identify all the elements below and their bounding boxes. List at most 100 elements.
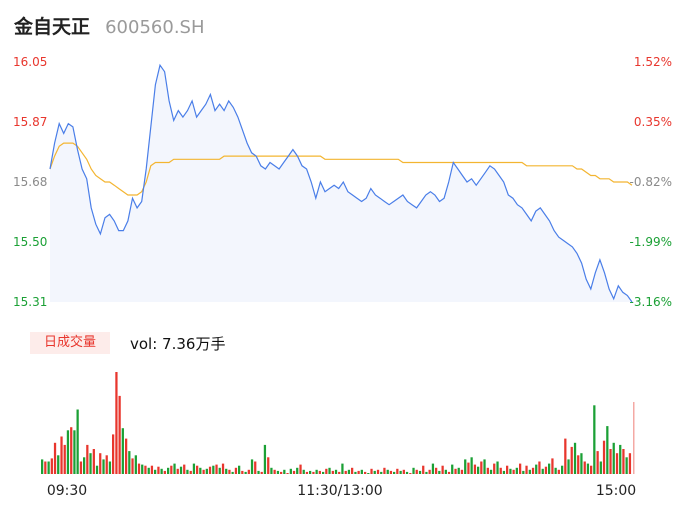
volume-bar [44, 461, 47, 474]
price-tick-label: 15.68 [13, 175, 47, 189]
volume-bar [292, 470, 296, 474]
volume-bar [92, 449, 95, 474]
volume-bar [86, 444, 89, 474]
volume-bar [561, 465, 564, 474]
volume-bar [535, 464, 538, 474]
percent-tick-label: 0.35% [634, 115, 672, 129]
volume-readout: vol: 7.36万手 [130, 335, 226, 353]
volume-bar [241, 470, 244, 474]
volume-bar [218, 467, 221, 474]
volume-bar [454, 468, 457, 474]
percent-tick-label: -0.82% [630, 175, 672, 189]
volume-bar [347, 469, 351, 474]
volume-bar [554, 467, 557, 474]
volume-bar [522, 470, 525, 474]
volume-bar [338, 471, 341, 474]
price-chart: 16.05 15.87 15.68 15.50 15.31 1.52% 0.35% -0.8… [13, 55, 672, 309]
volume-bar [83, 457, 86, 474]
volume-bar [118, 395, 121, 474]
volume-bar [515, 467, 518, 474]
price-line [49, 63, 633, 303]
volume-bar [519, 463, 522, 474]
volume-bar [263, 444, 267, 474]
volume-bar [286, 473, 289, 474]
volume-bar [415, 469, 418, 474]
volume-bar [393, 471, 396, 474]
price-axis-left: 16.05 15.87 15.68 15.50 15.31 [13, 55, 47, 309]
volume-bar [186, 469, 189, 474]
volume-bar [541, 468, 544, 474]
volume-bar [431, 463, 435, 474]
volume-bar [528, 469, 531, 474]
volume-bar [573, 442, 577, 474]
volume-bar [480, 461, 483, 474]
volume-bar [548, 463, 551, 474]
volume-bar [154, 469, 157, 474]
time-tick-label: 11:30/13:00 [297, 483, 382, 499]
volume-bar [60, 436, 63, 474]
price-tick-label: 15.50 [13, 235, 47, 249]
volume-bar [231, 471, 234, 474]
volume-bar [238, 465, 241, 474]
volume-bar [183, 464, 186, 474]
volume-bar [473, 464, 477, 474]
volume-bar [199, 467, 202, 474]
volume-bar [331, 470, 334, 474]
volume-bar [115, 372, 118, 474]
volume-bar [457, 467, 460, 474]
volume-bar [435, 467, 438, 474]
volume-bar [341, 463, 344, 474]
volume-bar [586, 463, 590, 474]
volume-bar [367, 473, 370, 474]
volume-bar [221, 463, 225, 474]
volume-bar [412, 467, 415, 474]
volume-bar [386, 469, 389, 474]
volume-bar [196, 465, 199, 474]
volume-bar [625, 457, 628, 474]
chart-header: 金自天正 600560.SH [14, 12, 205, 40]
volume-bar [128, 451, 131, 474]
volume-bar [160, 468, 163, 474]
volume-bar [250, 459, 254, 474]
volume-bar [150, 465, 154, 474]
volume-bar [580, 453, 583, 474]
price-axis-right: 1.52% 0.35% -0.82% -1.99% -3.16% [630, 55, 672, 309]
volume-bar [50, 458, 53, 474]
volume-bar [283, 469, 286, 474]
volume-bar [134, 455, 137, 474]
volume-bar [612, 442, 615, 474]
volume-bar [544, 466, 548, 474]
volume-bar [428, 469, 431, 474]
volume-bar [312, 471, 315, 474]
price-tick-label: 16.05 [13, 55, 47, 69]
volume-indicator-badge[interactable]: 日成交量 [30, 332, 110, 354]
volume-bar [215, 464, 218, 474]
time-tick-label: 09:30 [47, 483, 87, 499]
volume-bar [89, 453, 92, 474]
volume-bar [590, 465, 593, 474]
volume-bar [257, 470, 260, 474]
volume-bar [364, 471, 367, 474]
volume-bar [299, 464, 302, 474]
volume-bar [212, 465, 215, 474]
stock-name: 金自天正 [14, 16, 91, 38]
volume-bar [273, 469, 276, 474]
average-price-line [49, 142, 633, 196]
volume-bar [76, 409, 79, 474]
volume-bar [531, 467, 535, 474]
volume-bar [173, 463, 176, 474]
volume-bar [157, 466, 160, 474]
volume-bar [170, 465, 173, 474]
volume-bar [334, 469, 338, 474]
volume-bar [309, 470, 312, 474]
volume-bar [354, 471, 357, 474]
volume-bar [496, 461, 499, 474]
volume-bar [208, 466, 212, 474]
volume-bar [99, 453, 102, 474]
volume-bar [351, 467, 354, 474]
volume-bar [247, 469, 250, 474]
volume-bar [389, 470, 393, 474]
volume-bar [622, 449, 625, 474]
volume-bar [557, 469, 560, 474]
